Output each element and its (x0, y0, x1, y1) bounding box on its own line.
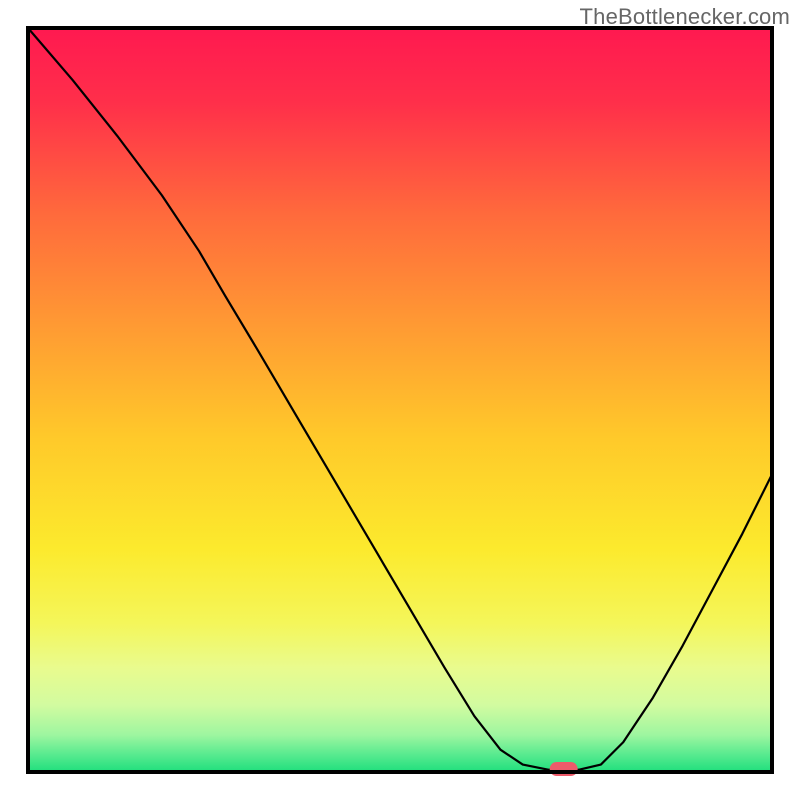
chart-container: TheBottlenecker.com (0, 0, 800, 800)
plot-background (28, 28, 772, 772)
chart-svg (0, 0, 800, 800)
watermark-text: TheBottlenecker.com (580, 4, 790, 30)
